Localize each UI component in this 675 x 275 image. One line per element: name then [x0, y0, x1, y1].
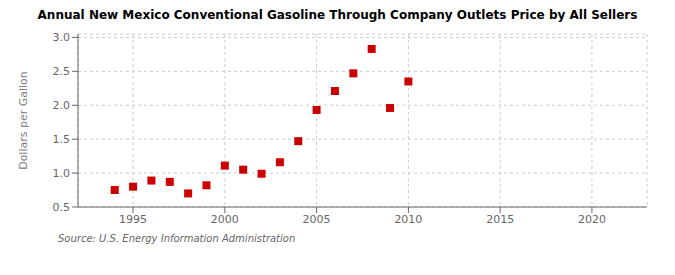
html-text:Source: U.S. Energy Informatio: Source: U.S. Energy Information Administ…	[58, 233, 296, 244]
svg-text:1.5: 1.5	[53, 133, 71, 146]
svg-text:2.5: 2.5	[53, 65, 71, 78]
svg-text:1995: 1995	[119, 213, 147, 226]
svg-text:0.5: 0.5	[53, 201, 71, 214]
svg-text:2020: 2020	[578, 213, 606, 226]
svg-text:2005: 2005	[303, 213, 331, 226]
svg-text:2000: 2000	[211, 213, 239, 226]
html-text:Annual New Mexico Conventional: Annual New Mexico Conventional Gasoline …	[37, 8, 638, 22]
svg-text:2015: 2015	[486, 213, 514, 226]
svg-text:1.0: 1.0	[53, 167, 71, 180]
svg-text:2.0: 2.0	[53, 99, 71, 112]
svg-text:Dollars per Gallon: Dollars per Gallon	[17, 71, 30, 170]
svg-text:3.0: 3.0	[53, 31, 71, 44]
svg-text:2010: 2010	[394, 213, 422, 226]
